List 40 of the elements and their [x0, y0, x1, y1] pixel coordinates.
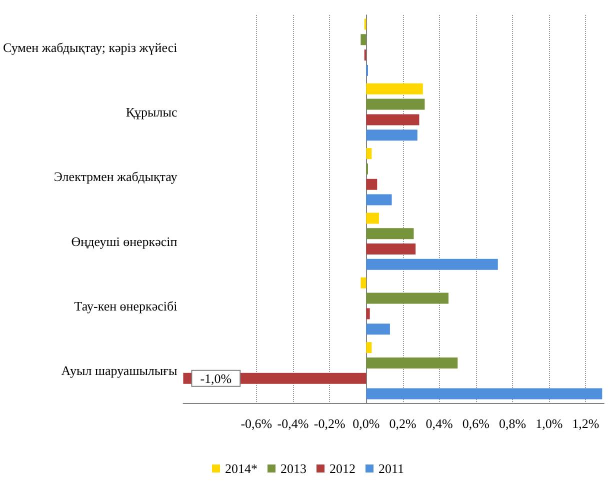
y-tick-label: Электрмен жабдықтау — [54, 169, 178, 184]
bar — [366, 83, 423, 94]
x-tick-label: 0,0% — [352, 416, 380, 431]
bar — [366, 258, 498, 270]
y-tick-label: Сумен жабдықтау; кәріз жүйесі — [2, 40, 178, 55]
bar — [366, 228, 414, 240]
y-tick-label: Ауыл шаруашылығы — [61, 363, 178, 378]
x-tick-label: 0,8% — [498, 416, 526, 431]
x-tick-label: -0,2% — [314, 416, 346, 431]
y-tick-label: Құрылыс — [126, 104, 178, 120]
x-tick-label: 1,0% — [536, 416, 563, 431]
x-tick-label: 0,6% — [462, 416, 490, 431]
bar — [366, 388, 602, 400]
x-tick-label: 0,2% — [389, 416, 416, 431]
bar — [366, 148, 372, 160]
bar — [366, 244, 416, 255]
bar — [366, 98, 425, 110]
legend-label: 2013 — [280, 461, 306, 476]
legend-label: 2011 — [378, 461, 404, 476]
y-tick-label: Өңдеуші өнеркәсіп — [71, 234, 178, 249]
bar — [366, 357, 458, 368]
bar — [366, 130, 418, 141]
x-tick-label: -0,6% — [240, 416, 272, 431]
bar — [366, 308, 370, 320]
y-tick-label: Тау-кен өнеркәсібі — [74, 298, 178, 314]
x-tick-label: -0,4% — [277, 416, 309, 431]
bar — [366, 342, 372, 354]
bar — [366, 212, 379, 224]
x-tick-label: 1,2% — [572, 416, 600, 431]
bar — [366, 324, 390, 335]
bar — [366, 114, 420, 126]
bar — [366, 292, 448, 304]
legend-label: 2012 — [329, 461, 356, 476]
bar — [360, 277, 366, 288]
legend-label: 2014* — [224, 461, 258, 476]
bar — [366, 194, 392, 206]
data-label: -1,0% — [200, 370, 232, 386]
bar — [366, 178, 378, 190]
x-tick-label: 0,4% — [426, 416, 454, 431]
bar — [360, 34, 366, 46]
